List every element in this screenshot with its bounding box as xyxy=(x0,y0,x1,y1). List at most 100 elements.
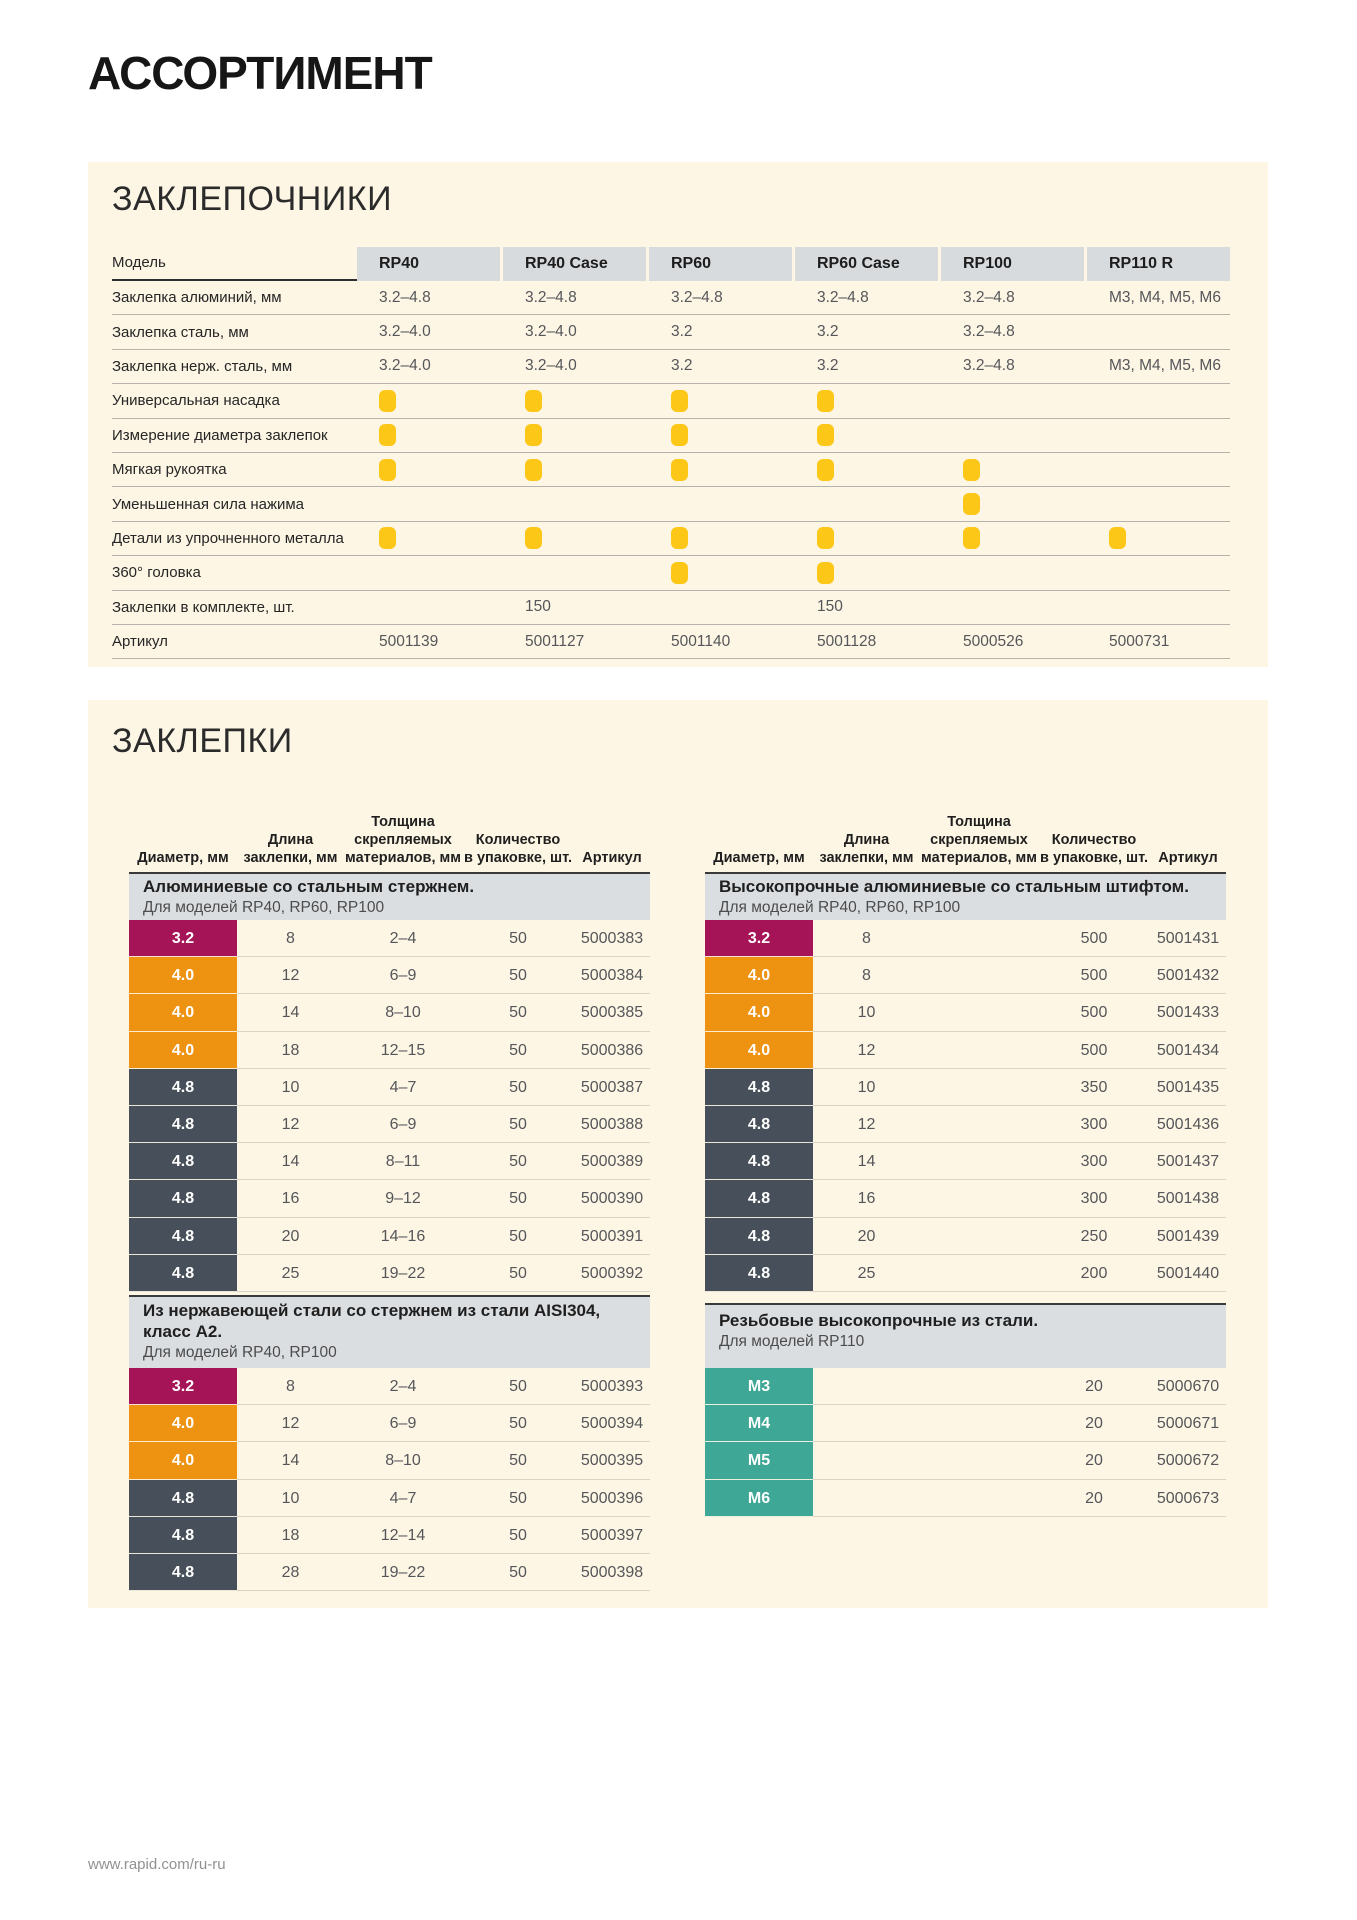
table-title: Высокопрочные алюминиевые со стальным шт… xyxy=(719,877,1189,896)
table-row: 3.2 8 500 5001431 xyxy=(705,920,1226,958)
table-subtitle: Для моделей RP40, RP60, RP100 xyxy=(719,899,961,916)
feature-dot-icon xyxy=(379,424,396,447)
feature-dot-icon xyxy=(379,527,396,550)
col-header-diameter: Диаметр, мм xyxy=(137,850,229,866)
len-cell: 20 xyxy=(813,1218,920,1255)
qty-cell: 500 xyxy=(1038,920,1150,958)
riveter-value-cell xyxy=(795,424,938,447)
len-cell: 12 xyxy=(237,957,344,995)
sku-cell: 5000672 xyxy=(1150,1442,1226,1480)
qty-cell: 500 xyxy=(1038,1032,1150,1069)
diameter-cell: 4.0 xyxy=(129,1031,237,1069)
feature-dot-icon xyxy=(817,527,834,550)
len-cell: 12 xyxy=(237,1106,344,1144)
table-row: 4.8 16 300 5001438 xyxy=(705,1180,1226,1218)
riveter-value-cell: M3, M4, M5, M6 xyxy=(1109,357,1221,375)
len-cell: 12 xyxy=(813,1032,920,1069)
th-cell xyxy=(920,957,1038,995)
feature-dot-icon xyxy=(817,561,834,584)
diameter-cell: 4.8 xyxy=(705,1105,813,1144)
riveter-value-cell xyxy=(649,527,792,550)
table-row: 4.0 14 8–10 50 5000385 xyxy=(129,994,650,1032)
riveter-value-cell xyxy=(649,561,792,584)
row-label: Измерение диаметра заклепок xyxy=(112,426,328,444)
rivet-table-threaded: Резьбовые высокопрочные из стали. Для мо… xyxy=(705,1303,1226,1517)
th-cell: 8–10 xyxy=(344,994,462,1032)
riveter-value-cell: 3.2–4.8 xyxy=(379,288,431,306)
riveter-value-cell xyxy=(357,424,500,447)
row-label: Заклепка алюминий, мм xyxy=(112,289,282,307)
len-cell: 14 xyxy=(813,1143,920,1181)
table-title-band: Алюминиевые со стальным стержнем. Для мо… xyxy=(129,872,650,920)
diameter-cell: 4.0 xyxy=(129,994,237,1032)
sku-cell: 5000671 xyxy=(1150,1405,1226,1443)
th-cell xyxy=(920,1255,1038,1292)
sku-cell: 5001431 xyxy=(1150,920,1226,958)
th-cell: 6–9 xyxy=(344,957,462,995)
len-cell: 16 xyxy=(813,1180,920,1218)
riveter-value-cell xyxy=(941,458,1084,481)
riveter-value-cell xyxy=(941,527,1084,550)
sku-cell: 5000673 xyxy=(1150,1480,1226,1517)
table-title-band: Из нержавеющей стали со стержнем из стал… xyxy=(129,1295,650,1368)
table-row: Мягкая рукоятка xyxy=(112,453,1230,488)
qty-cell: 50 xyxy=(462,1255,574,1292)
diameter-cell: 4.0 xyxy=(129,957,237,995)
riveter-value-cell: 3.2 xyxy=(671,357,693,375)
sku-cell: 5000393 xyxy=(574,1368,650,1406)
diameter-cell: 3.2 xyxy=(129,920,237,958)
th-cell xyxy=(920,1069,1038,1106)
qty-cell: 350 xyxy=(1038,1069,1150,1106)
feature-dot-icon xyxy=(525,527,542,550)
feature-dot-icon xyxy=(525,458,542,481)
rivet-table-rows: M3 20 5000670 M4 20 5000671 M5 20 5000672 M6 20 500… xyxy=(705,1368,1226,1517)
sku-cell: 5000391 xyxy=(574,1218,650,1255)
row-label: Уменьшенная сила нажима xyxy=(112,495,305,513)
diameter-cell: 3.2 xyxy=(129,1368,237,1406)
col-header-thickness: Толщина скрепляемых материалов, мм xyxy=(921,814,1037,866)
qty-cell: 50 xyxy=(462,1517,574,1554)
qty-cell: 300 xyxy=(1038,1180,1150,1218)
table-row: 4.8 16 9–12 50 5000390 xyxy=(129,1180,650,1218)
model-header: RP60 xyxy=(649,247,792,281)
table-title-band: Высокопрочные алюминиевые со стальным шт… xyxy=(705,872,1226,920)
riveter-value-cell: 150 xyxy=(817,598,843,616)
sku-cell: 5000398 xyxy=(574,1554,650,1592)
th-cell xyxy=(920,1368,1038,1406)
col-header-diameter: Диаметр, мм xyxy=(713,850,805,866)
feature-dot-icon xyxy=(379,458,396,481)
table-row: Заклепка сталь, мм 3.2–4.0 3.2–4.0 3.2 3.2 3.… xyxy=(112,315,1230,350)
sku-cell: 5001433 xyxy=(1150,994,1226,1032)
feature-dot-icon xyxy=(525,389,542,412)
feature-dot-icon xyxy=(963,527,980,550)
qty-cell: 50 xyxy=(462,1180,574,1218)
table-row: 4.0 12 6–9 50 5000394 xyxy=(129,1405,650,1443)
len-cell xyxy=(813,1442,920,1480)
riveter-value-cell: 3.2–4.8 xyxy=(963,323,1015,341)
th-cell: 14–16 xyxy=(344,1218,462,1255)
riveter-value-cell xyxy=(503,458,646,481)
table-subtitle: Для моделей RP110 xyxy=(719,1333,865,1350)
len-cell: 12 xyxy=(813,1106,920,1144)
diameter-cell: 4.8 xyxy=(129,1516,237,1554)
riveter-value-cell xyxy=(357,527,500,550)
table-title: Резьбовые высокопрочные из стали. xyxy=(719,1311,1039,1330)
table-row: Заклепки в комплекте, шт. 150 150 xyxy=(112,591,1230,625)
qty-cell: 500 xyxy=(1038,957,1150,995)
th-cell: 12–15 xyxy=(344,1032,462,1069)
th-cell: 19–22 xyxy=(344,1255,462,1292)
diameter-cell: 4.0 xyxy=(705,957,813,995)
riveter-value-cell xyxy=(503,389,646,412)
page-title: АССОРТИМЕНТ xyxy=(88,47,433,99)
riveter-value-cell: 5000526 xyxy=(963,632,1024,650)
sku-cell: 5001439 xyxy=(1150,1218,1226,1255)
qty-cell: 50 xyxy=(462,920,574,958)
riveter-value-cell: 3.2–4.8 xyxy=(817,288,869,306)
diameter-cell: M5 xyxy=(705,1442,813,1480)
rivets-heading: ЗАКЛЕПКИ xyxy=(112,722,293,760)
table-row: Уменьшенная сила нажима xyxy=(112,487,1230,522)
th-cell xyxy=(920,1106,1038,1144)
diameter-cell: 4.8 xyxy=(129,1553,237,1592)
rivet-table-stainless: Из нержавеющей стали со стержнем из стал… xyxy=(129,1295,650,1592)
riveter-value-cell xyxy=(795,458,938,481)
